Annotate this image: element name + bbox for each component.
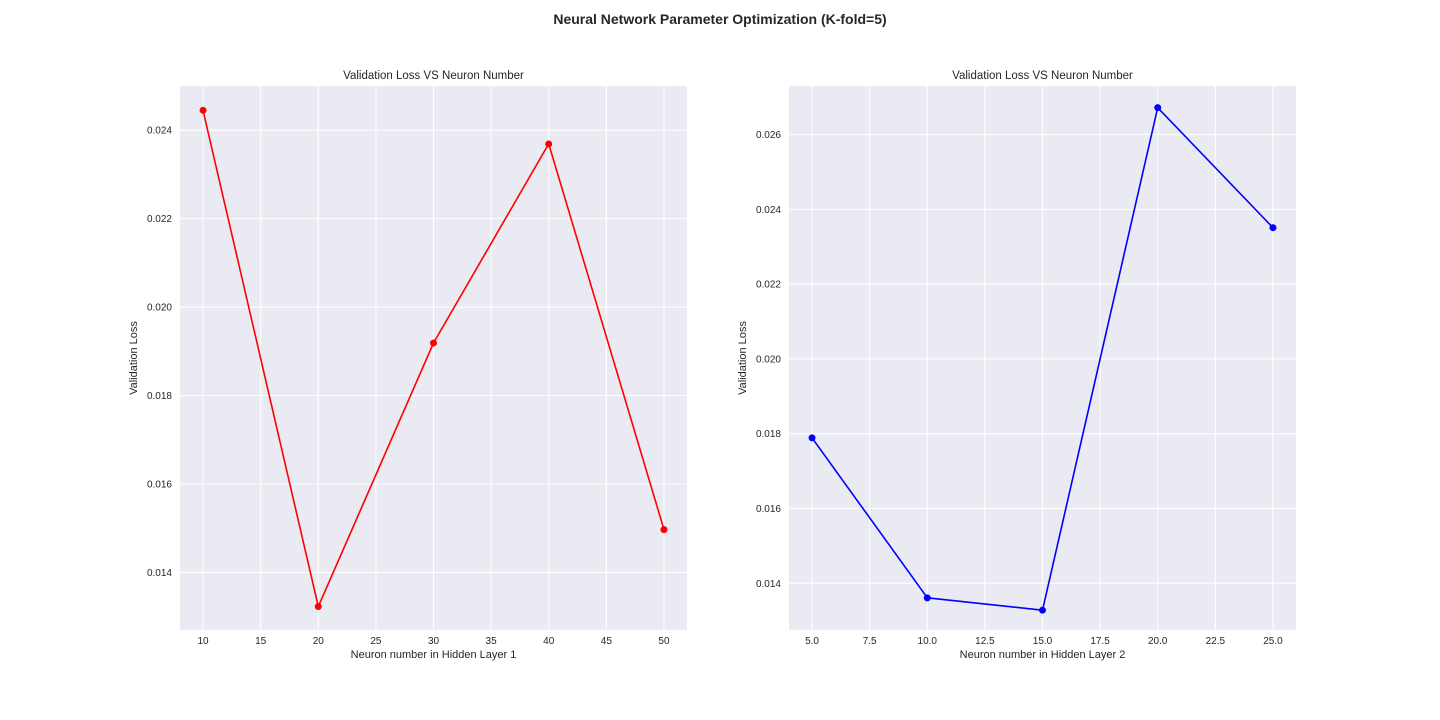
y-tick-label: 0.020 [147, 303, 172, 314]
y-tick-label: 0.020 [756, 354, 781, 365]
x-tick-label: 15.0 [1033, 636, 1053, 647]
subplot-title: Validation Loss VS Neuron Number [952, 70, 1133, 82]
figure-title: Neural Network Parameter Optimization (K… [553, 11, 887, 27]
y-tick-label: 0.016 [147, 480, 172, 491]
x-axis-label: Neuron number in Hidden Layer 1 [351, 649, 517, 661]
x-tick-label: 17.5 [1090, 636, 1110, 647]
x-tick-label: 10.0 [918, 636, 938, 647]
data-point [1039, 606, 1046, 614]
x-tick-label: 25.0 [1263, 636, 1283, 647]
x-tick-label: 15 [255, 636, 267, 647]
x-tick-label: 12.5 [975, 636, 995, 647]
x-tick-label: 10 [197, 636, 209, 647]
x-tick-label: 22.5 [1206, 636, 1226, 647]
x-tick-label: 30 [428, 636, 440, 647]
y-tick-label: 0.014 [756, 579, 781, 590]
data-point [545, 140, 553, 148]
x-tick-label: 35 [486, 636, 498, 647]
y-tick-label: 0.014 [147, 568, 172, 579]
y-tick-label: 0.018 [756, 429, 781, 440]
y-tick-label: 0.018 [147, 391, 172, 402]
x-tick-label: 50 [658, 636, 670, 647]
y-tick-label: 0.026 [756, 130, 781, 141]
data-point [808, 434, 816, 442]
x-axis-label: Neuron number in Hidden Layer 2 [960, 649, 1126, 661]
data-point [430, 339, 437, 347]
y-tick-label: 0.022 [147, 214, 172, 225]
subplot-title: Validation Loss VS Neuron Number [343, 70, 524, 82]
subplot-2: 5.0 7.5 10.0 12.5 15.0 17.5 20.0 22.5 25.0 0.014 0… [737, 70, 1296, 661]
y-tick-label: 0.024 [147, 126, 172, 137]
x-tick-label: 5.0 [805, 636, 819, 647]
x-tick-label: 7.5 [863, 636, 877, 647]
x-tick-label: 25 [370, 636, 382, 647]
y-tick-label: 0.024 [756, 205, 781, 216]
x-tick-label: 40 [543, 636, 555, 647]
y-axis-label: Validation Loss [128, 321, 140, 395]
data-point [660, 526, 668, 534]
data-point [923, 594, 931, 602]
data-point [1269, 224, 1277, 232]
x-tick-label: 45 [601, 636, 613, 647]
y-tick-label: 0.016 [756, 504, 781, 515]
subplot-1: 10 15 20 25 30 35 40 45 50 0.014 0.016 0.018 0.020 0.… [128, 70, 687, 661]
data-point [314, 603, 322, 611]
x-tick-label: 20.0 [1148, 636, 1168, 647]
y-tick-label: 0.022 [756, 280, 781, 291]
x-tick-label: 20 [313, 636, 325, 647]
data-point [199, 106, 207, 114]
y-axis-label: Validation Loss [737, 321, 749, 395]
data-point [1154, 104, 1162, 112]
